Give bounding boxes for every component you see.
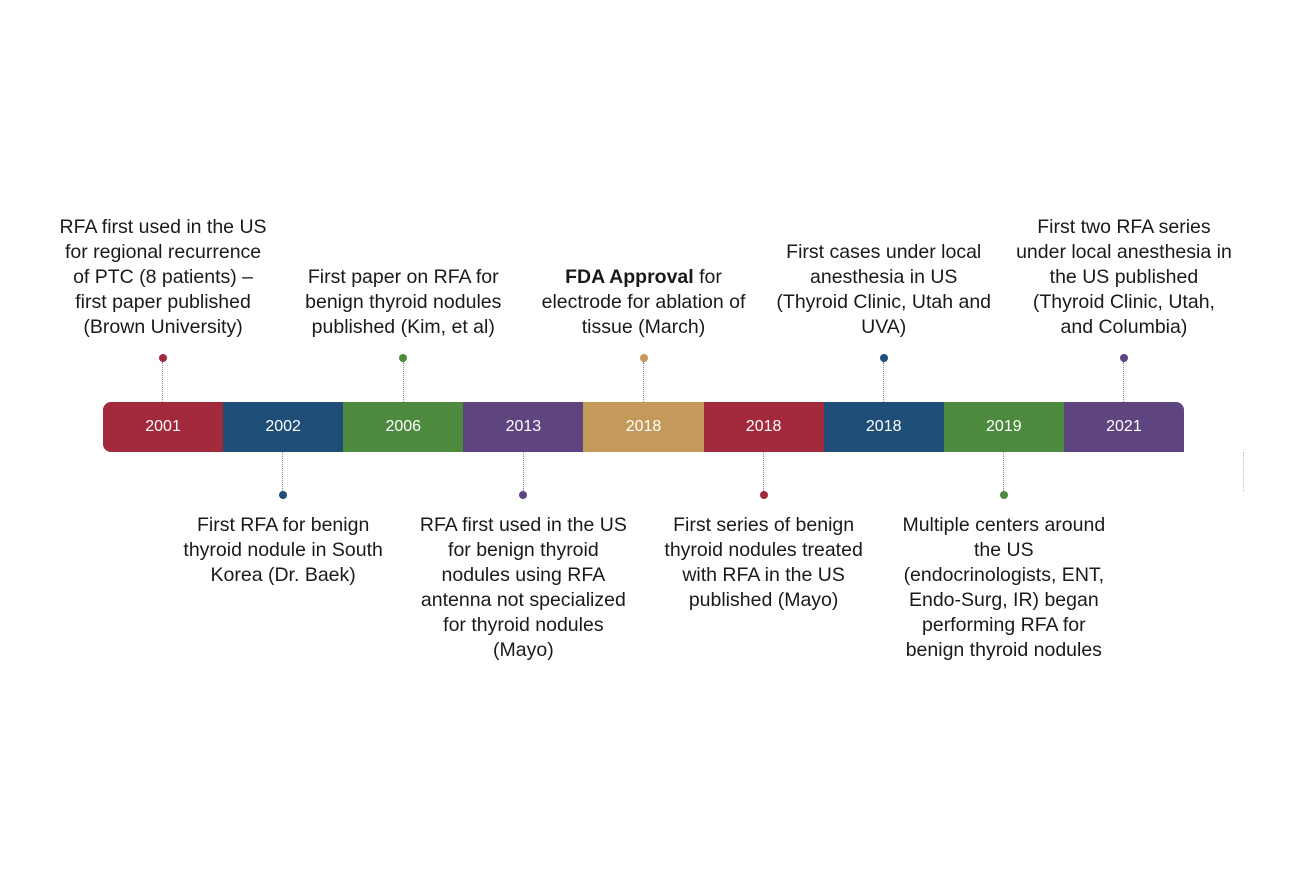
event-text: First cases under local anesthesia in US… bbox=[776, 241, 992, 338]
event-marker-dot bbox=[759, 491, 768, 499]
event-description: First RFA for benign thyroid nodule in S… bbox=[175, 513, 391, 588]
event-connector bbox=[642, 362, 644, 402]
event-text: First RFA for benign thyroid nodule in S… bbox=[183, 514, 383, 586]
event-marker-dot bbox=[879, 354, 888, 362]
year-label: 2002 bbox=[265, 418, 301, 435]
event-marker-dot bbox=[279, 491, 288, 499]
year-label: 2018 bbox=[865, 418, 902, 435]
event-connector bbox=[162, 362, 164, 402]
timeline-segment: 2018 bbox=[823, 402, 944, 452]
event-description: First cases under local anesthesia in US… bbox=[776, 240, 992, 340]
event-description: RFA first used in the US for benign thyr… bbox=[415, 513, 631, 663]
event-description: Multiple centers around the US (endocrin… bbox=[896, 513, 1112, 663]
event-description: First paper on RFA for benign thyroid no… bbox=[295, 265, 511, 340]
event-description: First two RFA series under local anesthe… bbox=[1016, 215, 1232, 340]
timeline-segment: 2001 bbox=[103, 402, 224, 452]
year-label: 2018 bbox=[625, 418, 662, 435]
timeline-segment: 2019 bbox=[943, 402, 1064, 452]
event-marker-dot bbox=[639, 354, 648, 362]
year-label: 2001 bbox=[145, 418, 181, 435]
event-marker-dot bbox=[519, 491, 528, 499]
year-label: 2021 bbox=[1106, 418, 1142, 435]
event-connector bbox=[882, 362, 884, 402]
event-connector bbox=[402, 362, 404, 402]
event-description: First series of benign thyroid nodules t… bbox=[656, 513, 872, 613]
event-marker-dot bbox=[999, 491, 1008, 499]
event-marker-dot bbox=[1119, 354, 1128, 362]
event-text: First two RFA series under local anesthe… bbox=[1016, 216, 1232, 338]
event-description: RFA first used in the US for regional re… bbox=[55, 215, 271, 340]
event-marker-dot bbox=[159, 354, 168, 362]
timeline-segment: 2002 bbox=[223, 402, 344, 452]
year-label: 2019 bbox=[986, 418, 1022, 435]
event-connector bbox=[762, 452, 764, 491]
event-text: for electrode for ablation of tissue (Ma… bbox=[541, 266, 746, 338]
event-highlight: FDA Approval bbox=[565, 266, 694, 288]
event-description: FDA Approval for electrode for ablation … bbox=[536, 265, 752, 340]
event-text: First series of benign thyroid nodules t… bbox=[664, 514, 863, 611]
timeline-segment: 2018 bbox=[583, 402, 704, 452]
event-connector bbox=[282, 452, 284, 491]
event-marker-dot bbox=[399, 354, 408, 362]
year-label: 2006 bbox=[385, 418, 422, 435]
event-connector bbox=[1123, 362, 1125, 402]
event-text: First paper on RFA for benign thyroid no… bbox=[305, 266, 502, 338]
timeline-segment: 2013 bbox=[463, 402, 584, 452]
edge-marker bbox=[1243, 452, 1244, 492]
event-text: RFA first used in the US for benign thyr… bbox=[419, 514, 627, 661]
event-connector bbox=[522, 452, 524, 491]
timeline-bar: 2001 2002 2006 2013 2018 2018 2018 2019 2021 bbox=[103, 402, 1184, 452]
event-text: RFA first used in the US for regional re… bbox=[59, 216, 267, 338]
event-text: Multiple centers around the US (endocrin… bbox=[902, 514, 1106, 661]
timeline-segment: 2006 bbox=[343, 402, 464, 452]
timeline-segment: 2018 bbox=[703, 402, 824, 452]
year-label: 2013 bbox=[505, 418, 542, 435]
timeline-segment: 2021 bbox=[1063, 402, 1184, 452]
event-connector bbox=[1003, 452, 1005, 491]
year-label: 2018 bbox=[745, 418, 782, 435]
